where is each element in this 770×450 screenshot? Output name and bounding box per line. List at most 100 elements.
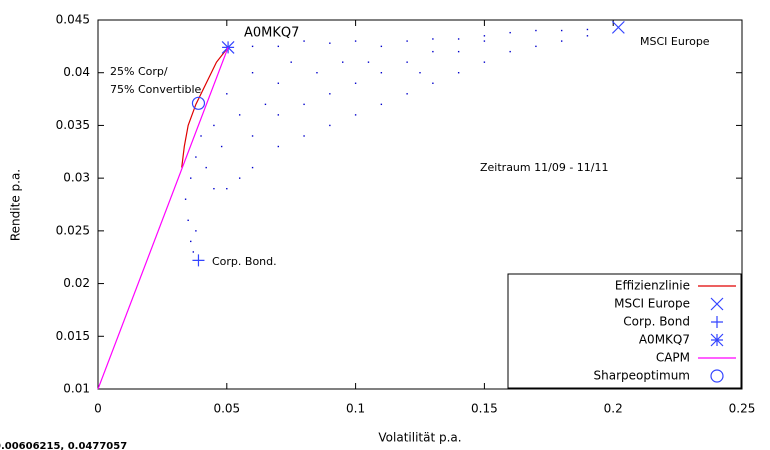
point bbox=[432, 82, 434, 84]
annotation: 75% Convertible bbox=[110, 83, 202, 96]
legend-label: Effizienzlinie bbox=[615, 279, 690, 293]
point bbox=[184, 198, 187, 200]
annotation: Corp. Bond. bbox=[212, 255, 277, 268]
x-tick-label: 0.25 bbox=[729, 402, 756, 416]
legend-label: A0MKQ7 bbox=[639, 333, 690, 347]
point bbox=[354, 114, 357, 116]
point bbox=[419, 72, 421, 74]
y-tick-label: 0.04 bbox=[63, 65, 90, 79]
point bbox=[277, 114, 280, 116]
point bbox=[277, 45, 280, 48]
point bbox=[380, 72, 383, 74]
legend-box bbox=[507, 273, 742, 389]
x-tick-label: 0.2 bbox=[604, 402, 623, 416]
legend-label: Corp. Bond bbox=[623, 315, 690, 329]
point bbox=[277, 145, 280, 148]
plot-frame bbox=[97, 19, 743, 390]
point bbox=[611, 20, 625, 34]
point bbox=[380, 45, 383, 48]
point bbox=[367, 61, 370, 63]
y-tick-label: 0.02 bbox=[63, 276, 90, 290]
point bbox=[342, 61, 344, 63]
legend-label: MSCI Europe bbox=[614, 297, 690, 311]
point bbox=[586, 35, 589, 37]
point bbox=[277, 82, 280, 84]
point bbox=[483, 40, 486, 42]
series-line bbox=[97, 47, 229, 390]
point bbox=[432, 50, 434, 53]
point bbox=[251, 166, 254, 169]
point bbox=[316, 72, 318, 74]
point bbox=[535, 29, 537, 32]
annotation: A0MKQ7 bbox=[244, 26, 299, 41]
point bbox=[303, 135, 305, 137]
annotation: MSCI Europe bbox=[640, 35, 710, 48]
point bbox=[187, 219, 189, 222]
point bbox=[509, 31, 511, 34]
point bbox=[251, 72, 254, 74]
x-tick-label: 0.1 bbox=[346, 402, 365, 416]
point bbox=[213, 187, 215, 190]
point bbox=[192, 254, 205, 267]
y-tick-label: 0.045 bbox=[56, 13, 90, 27]
y-axis-label: Rendite p.a. bbox=[9, 169, 23, 241]
legend-swatch bbox=[710, 333, 724, 347]
point bbox=[264, 103, 267, 106]
point bbox=[329, 124, 331, 127]
point bbox=[192, 251, 195, 253]
point bbox=[290, 61, 292, 63]
y-tick-label: 0.01 bbox=[63, 382, 90, 396]
status-coordinates: 0.00606215, 0.0477057 bbox=[0, 441, 127, 450]
point bbox=[406, 93, 408, 95]
point bbox=[354, 82, 357, 84]
annotation: 25% Corp/ bbox=[110, 65, 168, 78]
point bbox=[221, 40, 235, 54]
y-tick-label: 0.015 bbox=[56, 329, 90, 343]
point bbox=[483, 35, 486, 37]
point bbox=[329, 93, 331, 95]
annotation: Zeitraum 11/09 - 11/11 bbox=[480, 161, 608, 174]
point bbox=[251, 135, 254, 137]
point bbox=[251, 45, 254, 48]
point bbox=[509, 50, 511, 53]
legend-swatch bbox=[710, 297, 724, 311]
point bbox=[380, 103, 383, 106]
point bbox=[354, 40, 357, 42]
y-tick-label: 0.03 bbox=[63, 171, 90, 185]
point bbox=[195, 230, 197, 232]
point bbox=[406, 61, 408, 63]
point bbox=[190, 240, 192, 243]
x-tick-label: 0.15 bbox=[471, 402, 498, 416]
point bbox=[226, 187, 228, 190]
x-tick-label: 0 bbox=[94, 402, 102, 416]
point bbox=[457, 72, 460, 74]
series-line bbox=[181, 47, 229, 168]
point bbox=[191, 96, 206, 110]
point bbox=[457, 50, 460, 53]
point bbox=[195, 156, 197, 158]
point bbox=[226, 93, 228, 95]
point bbox=[586, 28, 589, 31]
legend-swatch bbox=[711, 316, 723, 328]
point bbox=[560, 40, 563, 42]
point bbox=[329, 42, 331, 44]
legend-swatch bbox=[710, 369, 724, 383]
point bbox=[220, 145, 223, 148]
point bbox=[238, 177, 241, 179]
legend-label: CAPM bbox=[656, 351, 690, 365]
point bbox=[560, 29, 563, 32]
y-tick-label: 0.025 bbox=[56, 223, 90, 237]
legend-label: Sharpeoptimum bbox=[594, 369, 691, 383]
point bbox=[200, 135, 202, 137]
point bbox=[190, 177, 192, 179]
point bbox=[303, 40, 305, 42]
point bbox=[213, 124, 215, 127]
point bbox=[303, 103, 305, 106]
point bbox=[457, 38, 460, 40]
y-tick-label: 0.035 bbox=[56, 118, 90, 132]
x-axis-label: Volatilität p.a. bbox=[378, 431, 461, 445]
point bbox=[406, 40, 408, 42]
point bbox=[205, 166, 207, 169]
